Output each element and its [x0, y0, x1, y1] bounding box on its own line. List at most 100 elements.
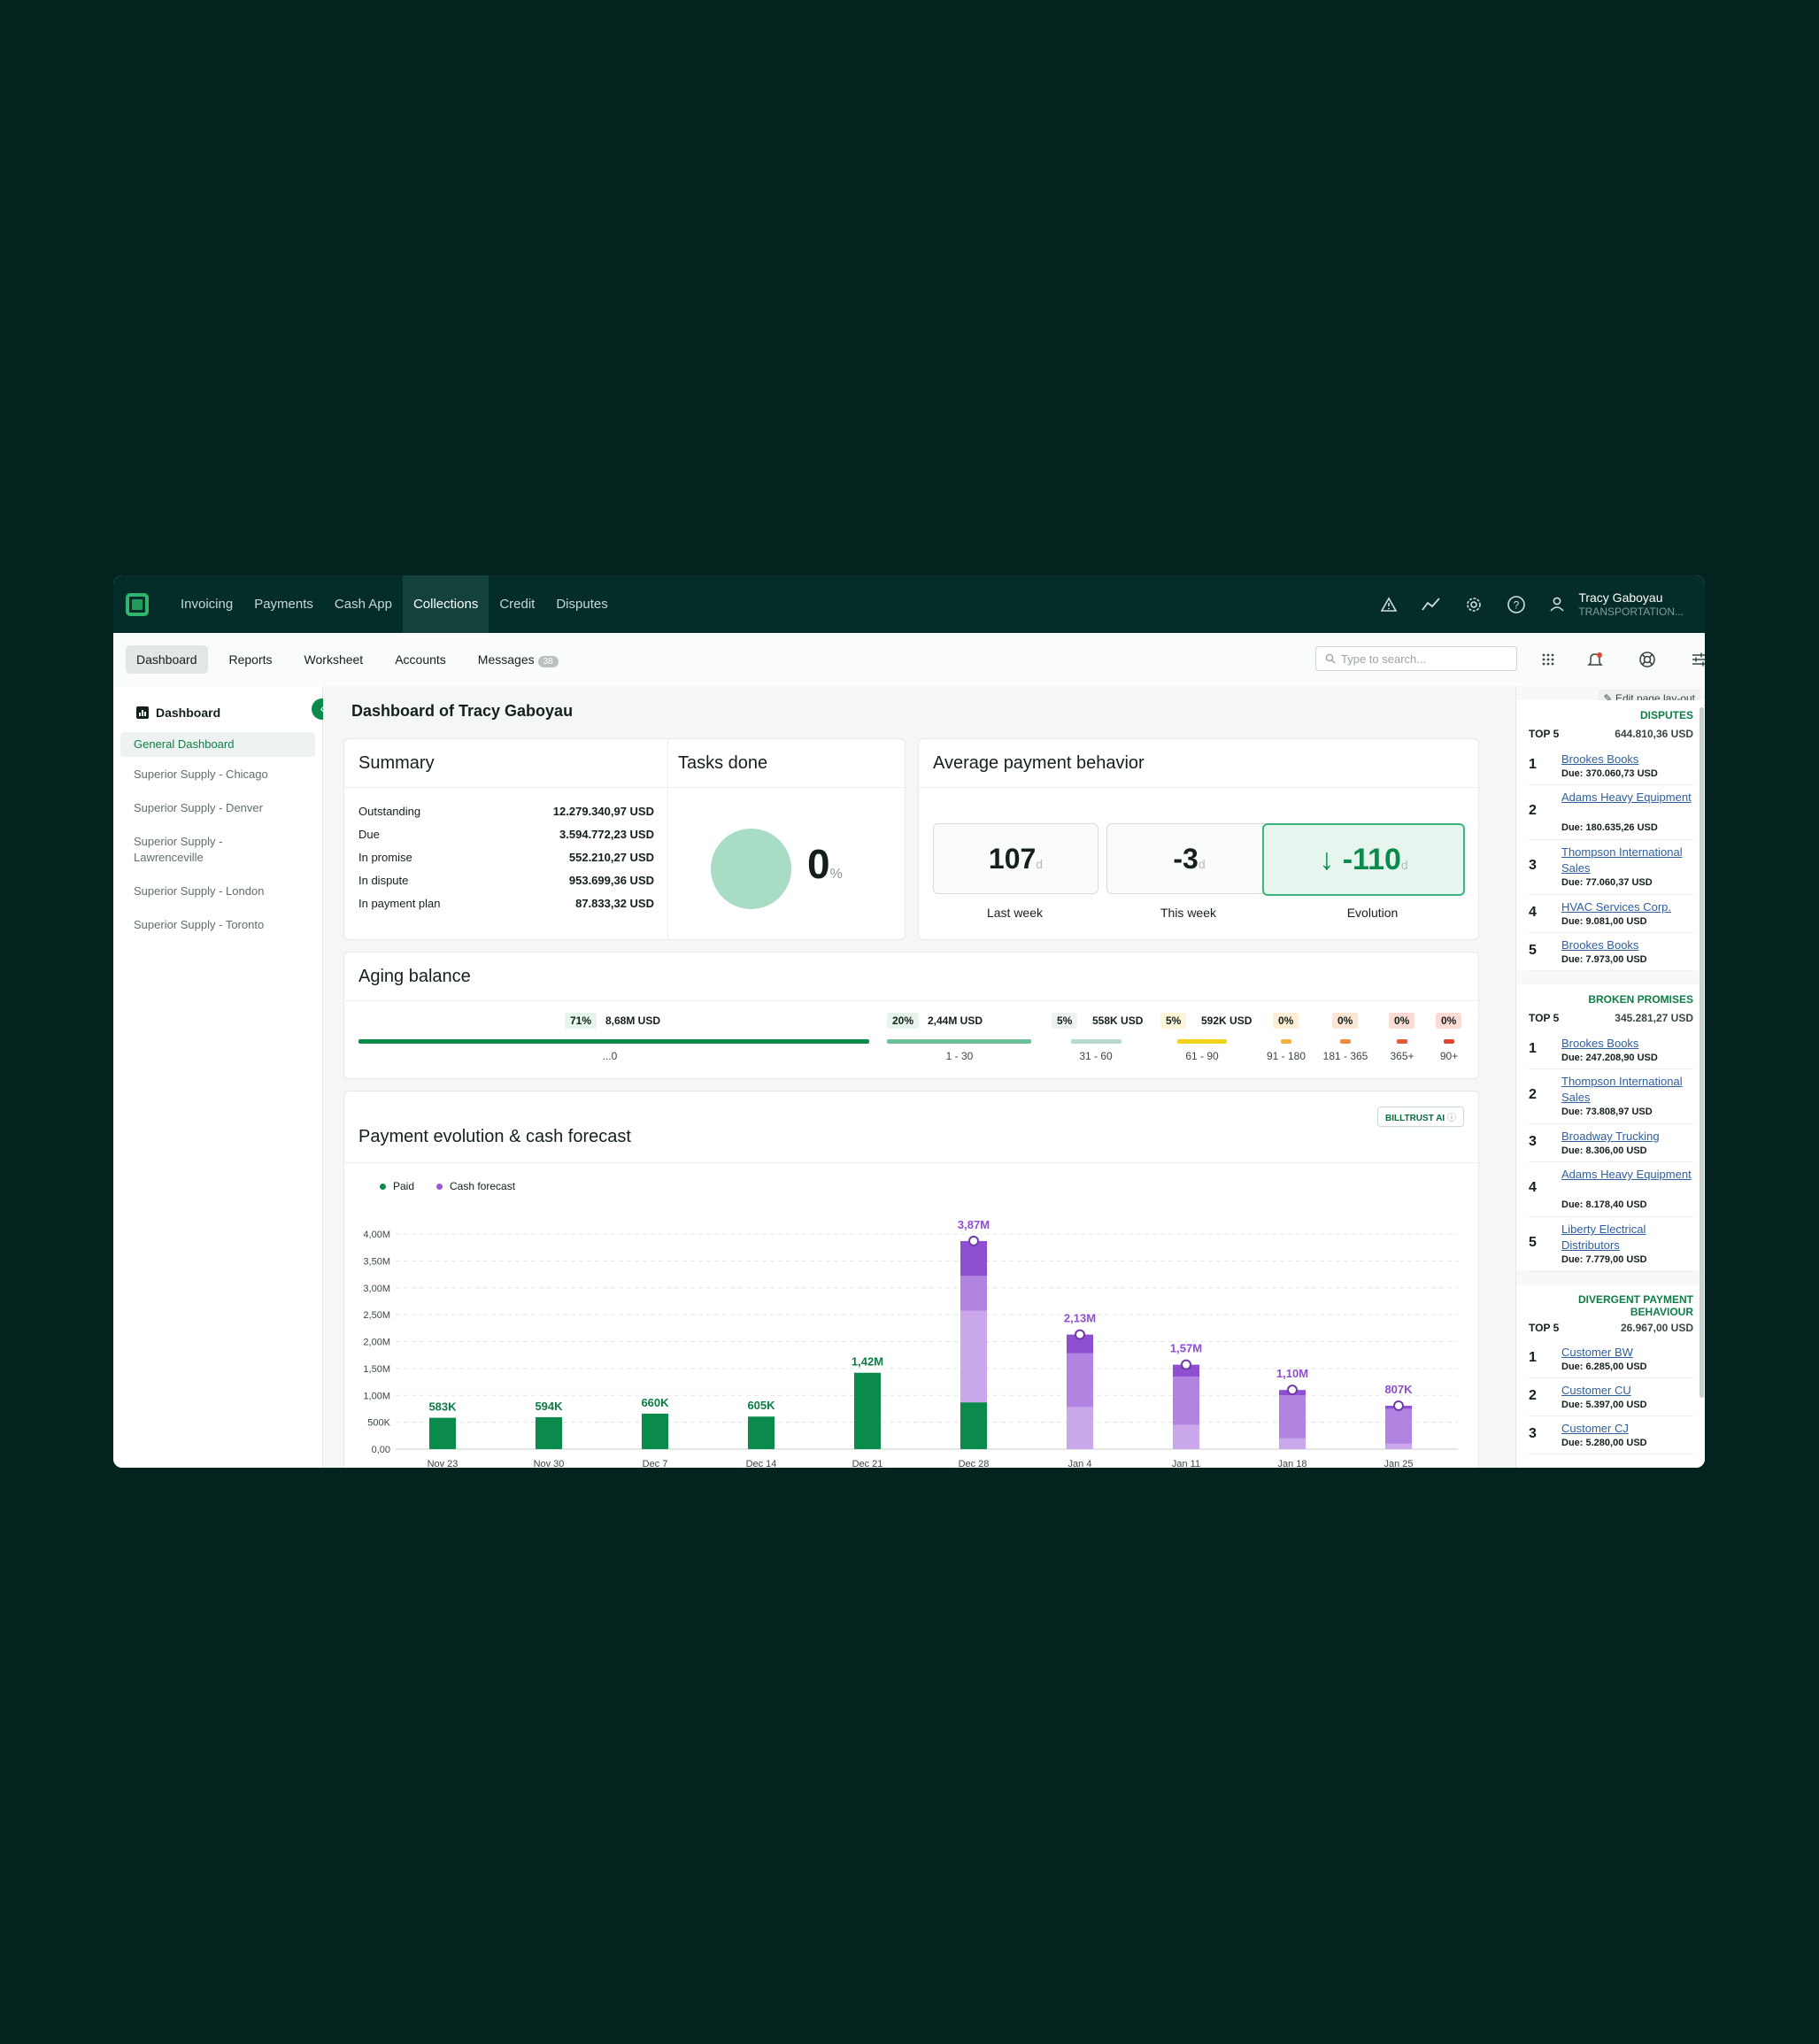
settings-gear-icon[interactable]	[1463, 594, 1484, 615]
aging-bar-5[interactable]	[1340, 1039, 1351, 1044]
search-input[interactable]: Type to search...	[1315, 646, 1517, 671]
analytics-icon[interactable]	[1421, 594, 1442, 615]
cash-forecast-title: Payment evolution & cash forecast	[358, 1127, 631, 1146]
customer-list-item[interactable]: 3 Broadway Trucking Due: 8.306,00 USD	[1529, 1123, 1693, 1162]
customer-link[interactable]: Thompson International Sales	[1561, 1075, 1683, 1104]
filter-sliders-icon[interactable]	[1689, 649, 1705, 670]
bar-paid[interactable]	[748, 1416, 775, 1449]
nav-collections[interactable]: Collections	[402, 575, 489, 633]
customer-link[interactable]: Broadway Trucking	[1561, 1130, 1660, 1143]
customer-list-item[interactable]: 1 Customer BW Due: 6.285,00 USD	[1529, 1339, 1693, 1378]
bar-paid[interactable]	[429, 1417, 456, 1449]
bar-cash-forecast[interactable]	[1279, 1438, 1306, 1449]
support-lifebuoy-icon[interactable]	[1637, 649, 1658, 670]
sidebar-item-general-dashboard[interactable]: General Dashboard	[120, 732, 315, 757]
aging-bar-2[interactable]	[1071, 1039, 1121, 1044]
nav-cash-app[interactable]: Cash App	[334, 597, 392, 612]
tab-dashboard[interactable]: Dashboard	[126, 645, 208, 674]
rank-number: 3	[1529, 1133, 1537, 1149]
forecast-marker-icon[interactable]	[1075, 1329, 1085, 1340]
aging-bar-1[interactable]	[887, 1039, 1031, 1044]
sidebar-item-denver[interactable]: Superior Supply - Denver	[134, 801, 263, 814]
notification-bell-icon[interactable]	[1584, 649, 1606, 670]
y-tick-label: 500K	[367, 1418, 390, 1429]
warning-icon[interactable]	[1378, 594, 1399, 615]
bar-cash-forecast[interactable]	[1173, 1424, 1199, 1449]
customer-list-item[interactable]: 4 Adams Heavy Equipment Due: 8.178,40 USD	[1529, 1161, 1693, 1217]
customer-list-item[interactable]: 3 Thompson International Sales Due: 77.060…	[1529, 839, 1693, 895]
bar-cash-forecast[interactable]	[1173, 1364, 1199, 1377]
forecast-marker-icon[interactable]	[1287, 1385, 1298, 1396]
bar-cash-forecast[interactable]	[960, 1276, 987, 1311]
bar-data-label: 605K	[747, 1399, 775, 1412]
tab-messages[interactable]: Messages 38	[467, 645, 569, 675]
aging-bar-4[interactable]	[1281, 1039, 1291, 1044]
customer-list-item[interactable]: 1 Brookes Books Due: 247.208,90 USD	[1529, 1030, 1693, 1069]
customer-list-item[interactable]: 5 Brookes Books Due: 7.973,00 USD	[1529, 932, 1693, 971]
billtrust-ai-badge[interactable]: BILLTRUST AI ⓘ	[1377, 1107, 1464, 1127]
bar-cash-forecast[interactable]	[1067, 1407, 1093, 1449]
sidebar-item-toronto[interactable]: Superior Supply - Toronto	[134, 918, 265, 931]
bar-cash-forecast[interactable]	[1173, 1376, 1199, 1425]
forecast-marker-icon[interactable]	[1393, 1400, 1404, 1411]
customer-link[interactable]: Adams Heavy Equipment	[1561, 791, 1692, 804]
bar-paid[interactable]	[854, 1372, 881, 1449]
customer-link[interactable]: Brookes Books	[1561, 938, 1639, 952]
customer-link[interactable]: Customer CJ	[1561, 1422, 1629, 1435]
customer-link[interactable]: Thompson International Sales	[1561, 845, 1683, 875]
customer-link[interactable]: Brookes Books	[1561, 752, 1639, 766]
forecast-marker-icon[interactable]	[968, 1235, 979, 1246]
customer-list-item[interactable]: 1 Brookes Books Due: 370.060,73 USD	[1529, 746, 1693, 785]
aging-title: Aging balance	[358, 967, 471, 986]
bar-cash-forecast[interactable]	[1385, 1408, 1412, 1444]
aging-bar-6[interactable]	[1397, 1039, 1407, 1044]
bar-cash-forecast[interactable]	[1067, 1353, 1093, 1408]
right-panel-scrollbar-thumb[interactable]	[1700, 707, 1704, 1398]
customer-link[interactable]: Customer BW	[1561, 1346, 1633, 1359]
sidebar-item-lawrenceville[interactable]: Superior Supply - Lawrenceville	[134, 835, 223, 864]
bar-cash-forecast[interactable]	[1279, 1395, 1306, 1439]
sidebar-title: Dashboard	[156, 706, 221, 720]
aging-bar-3[interactable]	[1177, 1039, 1227, 1044]
bar-cash-forecast[interactable]	[1067, 1334, 1093, 1354]
bar-paid[interactable]	[536, 1416, 562, 1449]
nav-credit[interactable]: Credit	[499, 597, 536, 612]
bar-paid[interactable]	[960, 1402, 987, 1449]
bar-data-label: 594K	[535, 1400, 563, 1413]
customer-list-item[interactable]: 2 Customer CU Due: 5.397,00 USD	[1529, 1377, 1693, 1416]
aging-bar-0[interactable]	[358, 1039, 869, 1044]
rank-number: 1	[1529, 756, 1537, 772]
nav-disputes[interactable]: Disputes	[556, 597, 608, 612]
bar-cash-forecast[interactable]	[960, 1240, 987, 1277]
customer-link[interactable]: Brookes Books	[1561, 1037, 1639, 1050]
user-menu[interactable]: Tracy Gaboyau TRANSPORTATION...	[1548, 590, 1684, 619]
nav-payments[interactable]: Payments	[254, 597, 313, 612]
sidebar-item-chicago[interactable]: Superior Supply - Chicago	[134, 767, 268, 781]
app-logo-icon[interactable]	[126, 592, 149, 616]
customer-link[interactable]: Liberty Electrical Distributors	[1561, 1223, 1646, 1252]
customer-link[interactable]: HVAC Services Corp.	[1561, 900, 1672, 914]
customer-list-item[interactable]: 2 Adams Heavy Equipment Due: 180.635,26 US…	[1529, 784, 1693, 840]
customer-link[interactable]: Customer CU	[1561, 1384, 1631, 1397]
aging-bar-7[interactable]	[1444, 1039, 1454, 1044]
help-icon[interactable]: ?	[1506, 594, 1527, 615]
tab-reports[interactable]: Reports	[228, 652, 273, 667]
sidebar-item-london[interactable]: Superior Supply - London	[134, 884, 265, 898]
bar-cash-forecast[interactable]	[960, 1310, 987, 1403]
forecast-marker-icon[interactable]	[1181, 1359, 1191, 1370]
bar-paid[interactable]	[642, 1413, 668, 1449]
tab-accounts[interactable]: Accounts	[395, 652, 446, 667]
apps-grid-icon[interactable]	[1538, 649, 1559, 670]
customer-list-item[interactable]: 2 Thompson International Sales Due: 73.808…	[1529, 1068, 1693, 1124]
messages-count-badge: 38	[537, 655, 559, 667]
customer-link[interactable]: Adams Heavy Equipment	[1561, 1168, 1692, 1181]
customer-list-item[interactable]: 3 Customer CJ Due: 5.280,00 USD	[1529, 1415, 1693, 1454]
bar-cash-forecast[interactable]	[1385, 1443, 1412, 1449]
customer-list-item[interactable]: 5 Liberty Electrical Distributors Due: 7.7…	[1529, 1216, 1693, 1272]
customer-list-item[interactable]: 4 HVAC Services Corp. Due: 9.081,00 USD	[1529, 894, 1693, 933]
aging-badge-5: 0%	[1332, 1013, 1359, 1029]
x-tick-label: Jan 25	[1384, 1459, 1413, 1468]
tab-worksheet[interactable]: Worksheet	[304, 652, 364, 667]
nav-invoicing[interactable]: Invoicing	[181, 597, 234, 612]
rank-number: 5	[1529, 1235, 1537, 1250]
